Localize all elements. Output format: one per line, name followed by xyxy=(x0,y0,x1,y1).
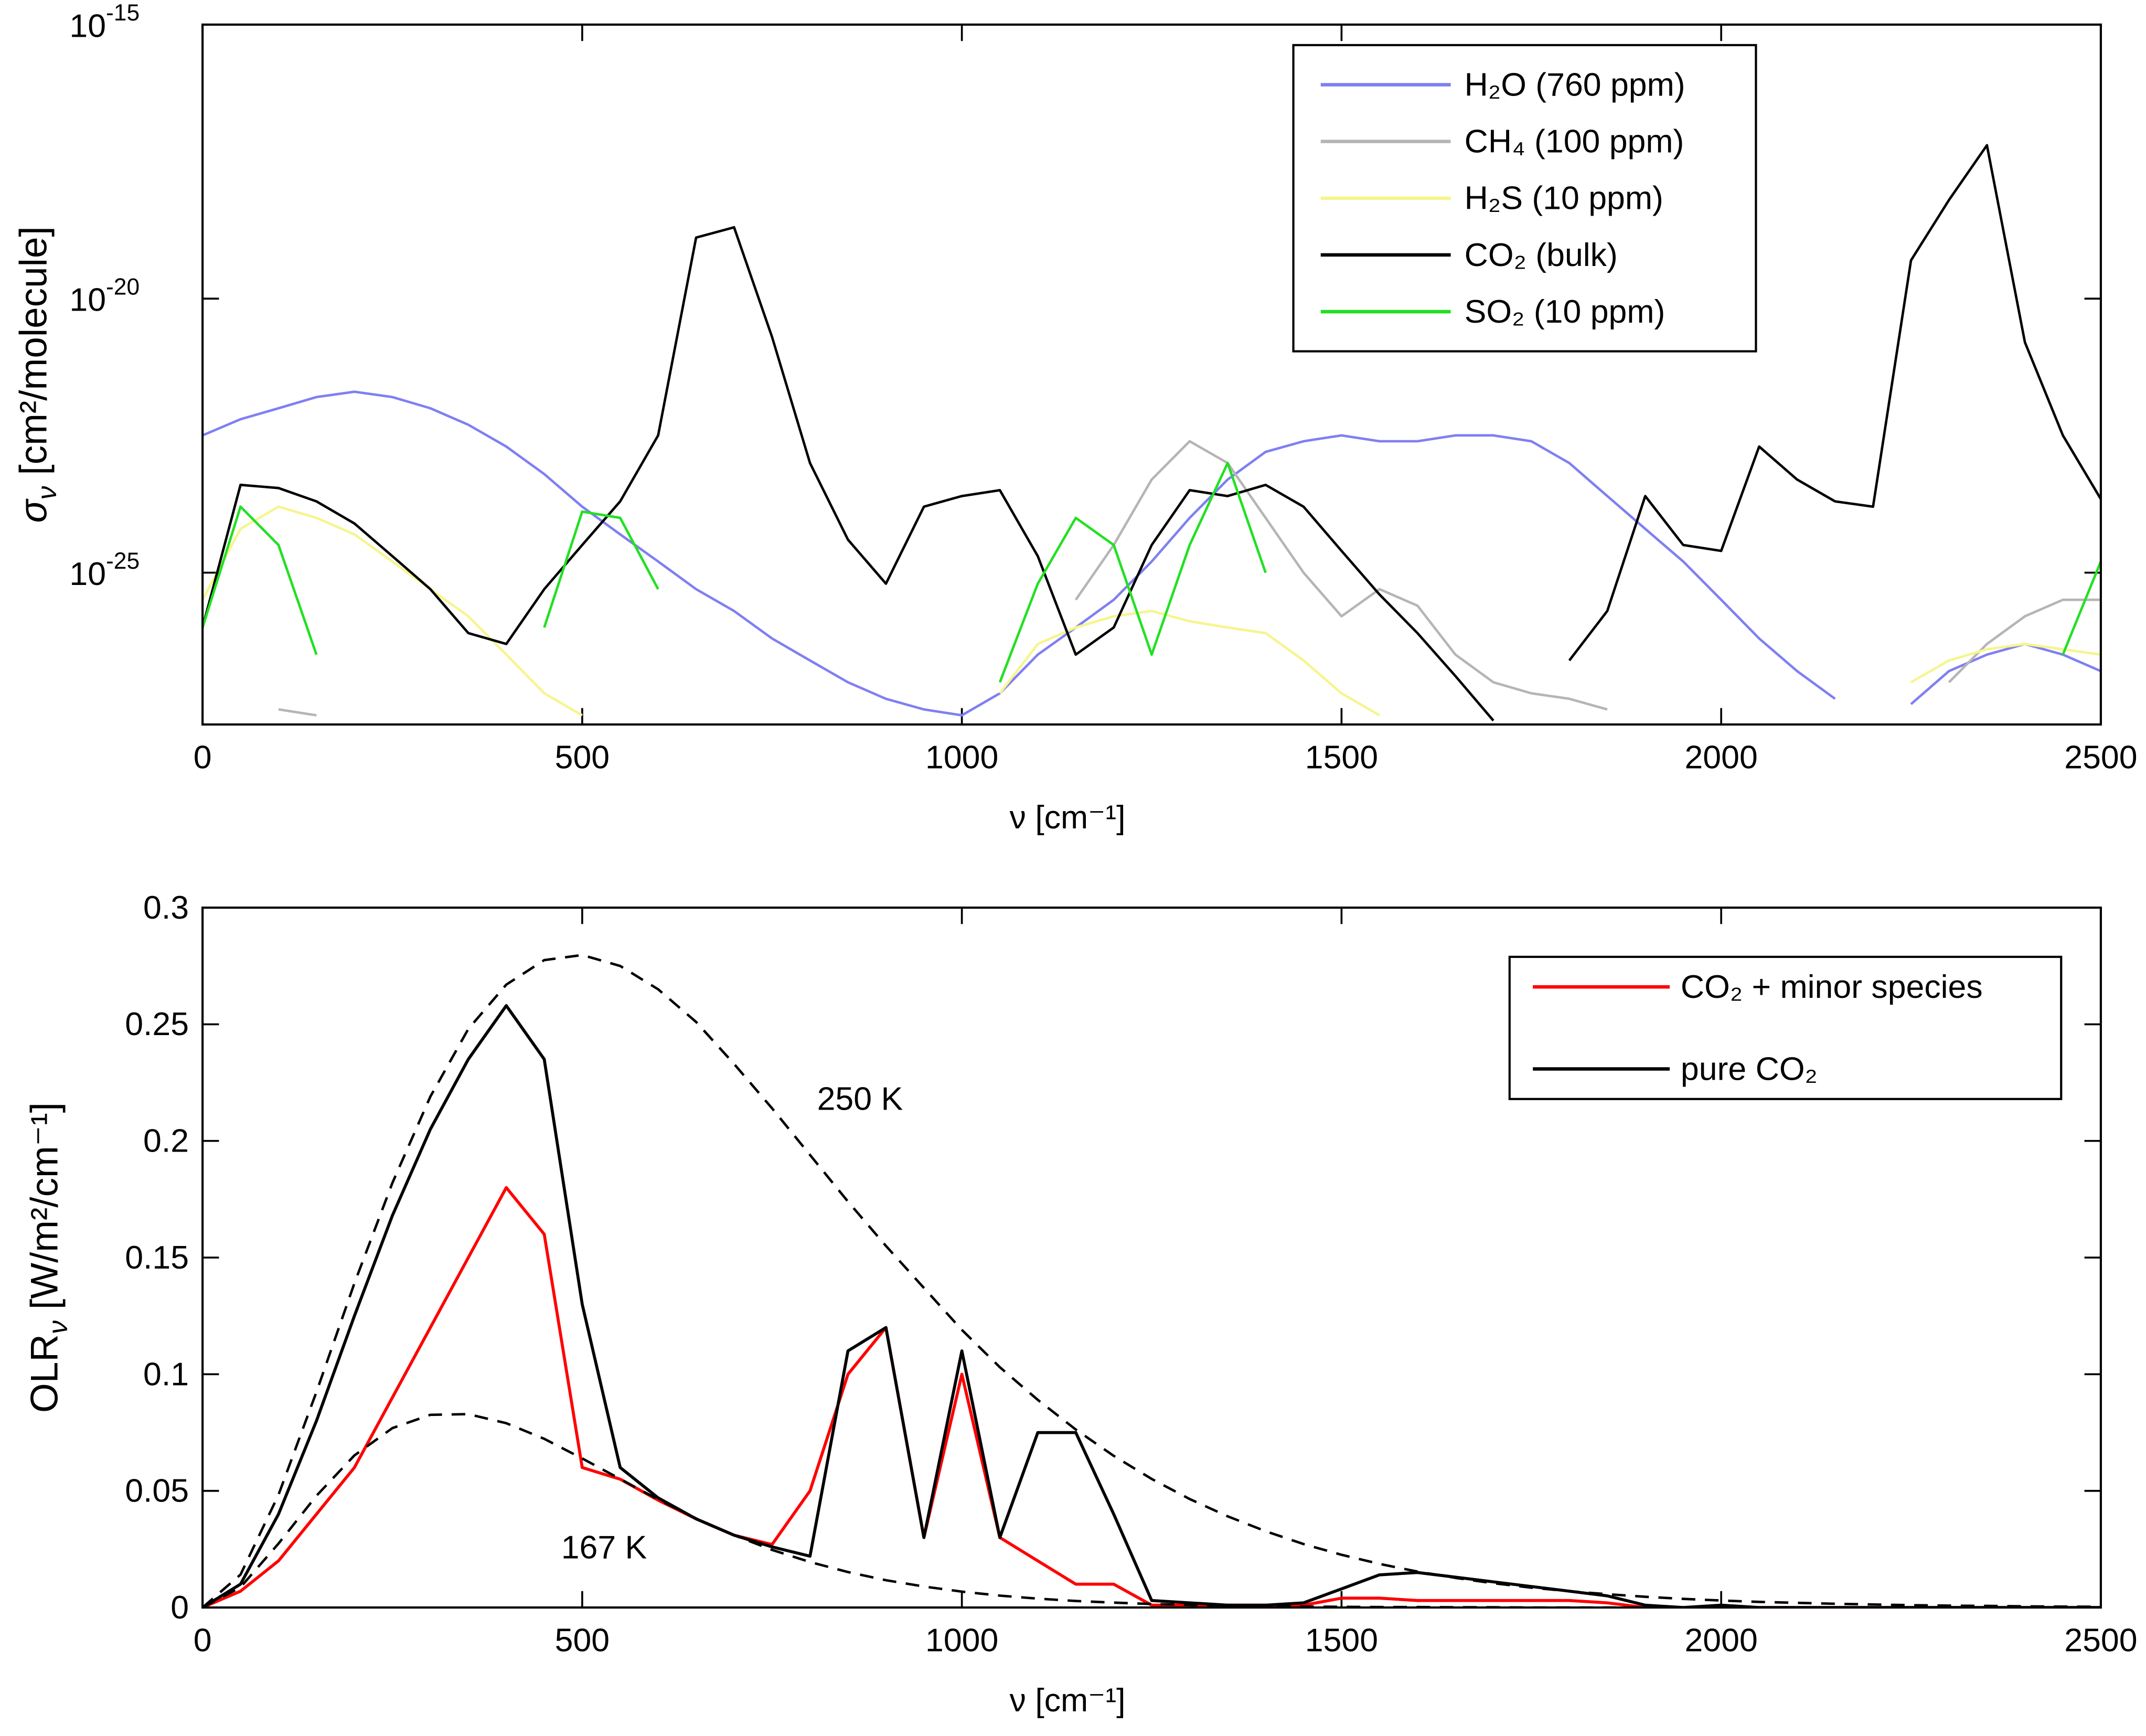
series-line xyxy=(202,390,2101,717)
legend: CO₂ + minor species pure CO₂ xyxy=(1508,955,2063,1100)
y-tick-base: 10 xyxy=(69,7,106,44)
y-tick-base: 10 xyxy=(69,282,106,318)
y-tick-label: 10-25 xyxy=(69,548,140,592)
y-tick-exponent: -25 xyxy=(106,548,140,574)
axes-frame xyxy=(201,23,2102,726)
y-axis-label: σν [cm²/molecule] xyxy=(13,226,62,523)
legend-label: CH₄ (100 ppm) xyxy=(1465,123,1684,160)
legend-label: H₂O (760 ppm) xyxy=(1465,66,1685,103)
x-tick-label: 2500 xyxy=(2064,739,2137,775)
x-tick-label: 0 xyxy=(194,739,212,775)
legend: H₂O (760 ppm) CH₄ (100 ppm) H₂S (10 ppm) CO… xyxy=(1292,44,1757,353)
series-line xyxy=(202,144,2101,722)
y-label-unit: [cm²/molecule] xyxy=(13,226,55,475)
reference-curve xyxy=(202,953,2101,1608)
x-tick-label: 0 xyxy=(194,1622,212,1658)
y-tick-label: 0.2 xyxy=(143,1123,189,1159)
y-tick-base: 10 xyxy=(69,556,106,592)
legend-label: SO₂ (10 ppm) xyxy=(1465,293,1665,330)
series-line xyxy=(202,462,2101,683)
y-label-symbol: σ xyxy=(13,498,55,523)
x-tick-label: 2000 xyxy=(1685,739,1758,775)
plot-area xyxy=(202,144,2101,722)
legend-label: H₂S (10 ppm) xyxy=(1465,180,1663,217)
y-tick-label: 0.1 xyxy=(143,1356,189,1392)
x-tick-label: 1000 xyxy=(925,1622,998,1658)
legend-label: pure CO₂ xyxy=(1681,1050,1818,1087)
y-label-subscript: ν xyxy=(32,486,62,499)
y-tick-exponent: -15 xyxy=(106,0,140,26)
series-line xyxy=(202,1186,2101,1608)
curve-annotation: 167 K xyxy=(561,1529,647,1565)
axes-frame xyxy=(201,906,2102,1609)
y-tick-label: 0.25 xyxy=(125,1006,189,1042)
legend-label: CO₂ (bulk) xyxy=(1465,237,1618,273)
series-line xyxy=(278,440,2101,717)
x-tick-label: 1500 xyxy=(1305,739,1378,775)
axes: 0 500 1000 1500 2000 2500 0 0.05 0.1 0.15 0.2 0.25 0… xyxy=(24,889,2138,1719)
y-tick-exponent: -20 xyxy=(106,274,140,300)
x-tick-label: 500 xyxy=(555,739,610,775)
y-tick-label: 0.15 xyxy=(125,1239,189,1276)
y-label-symbol: OLR xyxy=(24,1334,66,1413)
series-line xyxy=(202,505,2101,717)
y-tick-label: 10-15 xyxy=(69,0,140,44)
y-tick-label: 0.05 xyxy=(125,1473,189,1509)
plot-area xyxy=(202,953,2101,1608)
x-tick-label: 500 xyxy=(555,1622,610,1658)
y-label-subscript: ν xyxy=(43,1320,73,1334)
x-tick-label: 1000 xyxy=(925,739,998,775)
legend-box xyxy=(1508,955,2063,1100)
series-line xyxy=(202,1004,2101,1608)
y-tick-label: 0.3 xyxy=(143,889,189,926)
x-axis-label: ν [cm⁻¹] xyxy=(1010,1682,1126,1719)
x-tick-label: 1500 xyxy=(1305,1622,1378,1658)
y-tick-label: 0 xyxy=(170,1589,189,1626)
legend-label: CO₂ + minor species xyxy=(1681,968,1983,1005)
y-axis-label: OLRν [W/m²/cm⁻¹] xyxy=(24,1102,73,1413)
curve-annotation: 250 K xyxy=(817,1081,903,1117)
x-tick-label: 2500 xyxy=(2064,1622,2137,1658)
y-tick-label: 10-20 xyxy=(69,274,140,318)
x-tick-label: 2000 xyxy=(1685,1622,1758,1658)
x-axis-label: ν [cm⁻¹] xyxy=(1010,799,1126,836)
y-label-unit: [W/m²/cm⁻¹] xyxy=(24,1102,66,1309)
